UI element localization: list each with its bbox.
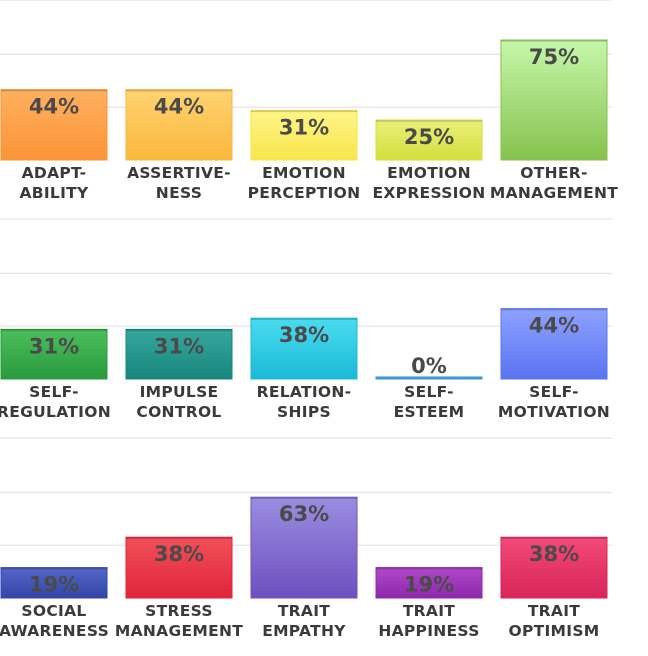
category-label: MOTIVATION (498, 403, 610, 421)
bar (500, 536, 608, 599)
bar (0, 567, 108, 599)
bar (125, 89, 233, 161)
category-label: TRAIT (403, 602, 455, 620)
category-label: HAPPINESS (378, 622, 479, 640)
bar (250, 317, 358, 380)
bar (375, 119, 483, 161)
category-label: PERCEPTION (248, 184, 361, 202)
bar-value-label: 31% (279, 115, 329, 139)
bar-value-label: 31% (154, 334, 204, 358)
bar (125, 536, 233, 599)
bar-value-label: 44% (529, 314, 579, 338)
bar-value-label: 0% (411, 354, 447, 378)
category-label: MANAGEMENT (115, 622, 243, 640)
category-label: CONTROL (136, 403, 221, 421)
category-label: EMPATHY (262, 622, 346, 640)
bar-value-label: 19% (29, 573, 79, 597)
category-label: STRESS (145, 602, 213, 620)
category-label: SELF- (529, 383, 579, 401)
category-label: TRAIT (528, 602, 580, 620)
chart-panel-1: 44% ADAPT- ABILITY 44% ASSERTIVE- NESS 31% EMOT… (0, 0, 618, 202)
bar (250, 109, 358, 161)
category-label: SHIPS (277, 403, 331, 421)
bar (125, 328, 233, 380)
bar-value-label: 38% (154, 542, 204, 566)
category-label: OPTIMISM (508, 622, 599, 640)
bar-value-label: 38% (279, 323, 329, 347)
category-label: EMOTION (387, 164, 471, 182)
bar (500, 308, 608, 380)
bar (250, 496, 358, 599)
bar-value-label: 44% (154, 95, 204, 119)
bar-value-label: 44% (29, 95, 79, 119)
category-label: RELATION- (257, 383, 352, 401)
bar-value-label: 75% (529, 45, 579, 69)
bar-value-label: 38% (529, 542, 579, 566)
category-label: EMOTION (262, 164, 346, 182)
bar (0, 89, 108, 161)
bar-value-label: 31% (29, 334, 79, 358)
chart-panel-3: 19% SOCIAL AWARENESS 38% STRESS MANAGEMENT 63%… (0, 437, 612, 640)
bar (375, 376, 483, 380)
category-label: TRAIT (278, 602, 330, 620)
category-label: SOCIAL (21, 602, 86, 620)
category-label: SELF- (404, 383, 454, 401)
category-label: SELF- (29, 383, 79, 401)
category-label: EXPRESSION (373, 184, 486, 202)
category-label: ABILITY (19, 184, 89, 202)
bar-value-label: 25% (404, 125, 454, 149)
category-label: MANAGEMENT (490, 184, 618, 202)
category-label: REGULATION (0, 403, 111, 421)
bar (500, 39, 608, 161)
category-label: ADAPT- (22, 164, 87, 182)
bar (375, 567, 483, 599)
category-label: OTHER- (520, 164, 587, 182)
category-label: IMPULSE (140, 383, 219, 401)
bar-value-label: 63% (279, 502, 329, 526)
bar (0, 328, 108, 380)
category-label: AWARENESS (0, 622, 109, 640)
chart-panel-2: 31% SELF- REGULATION 31% IMPULSE CONTROL 38% RE… (0, 218, 612, 421)
category-label: NESS (156, 184, 202, 202)
bar-value-label: 19% (404, 573, 454, 597)
category-label: ASSERTIVE- (127, 164, 231, 182)
category-label: ESTEEM (394, 403, 465, 421)
